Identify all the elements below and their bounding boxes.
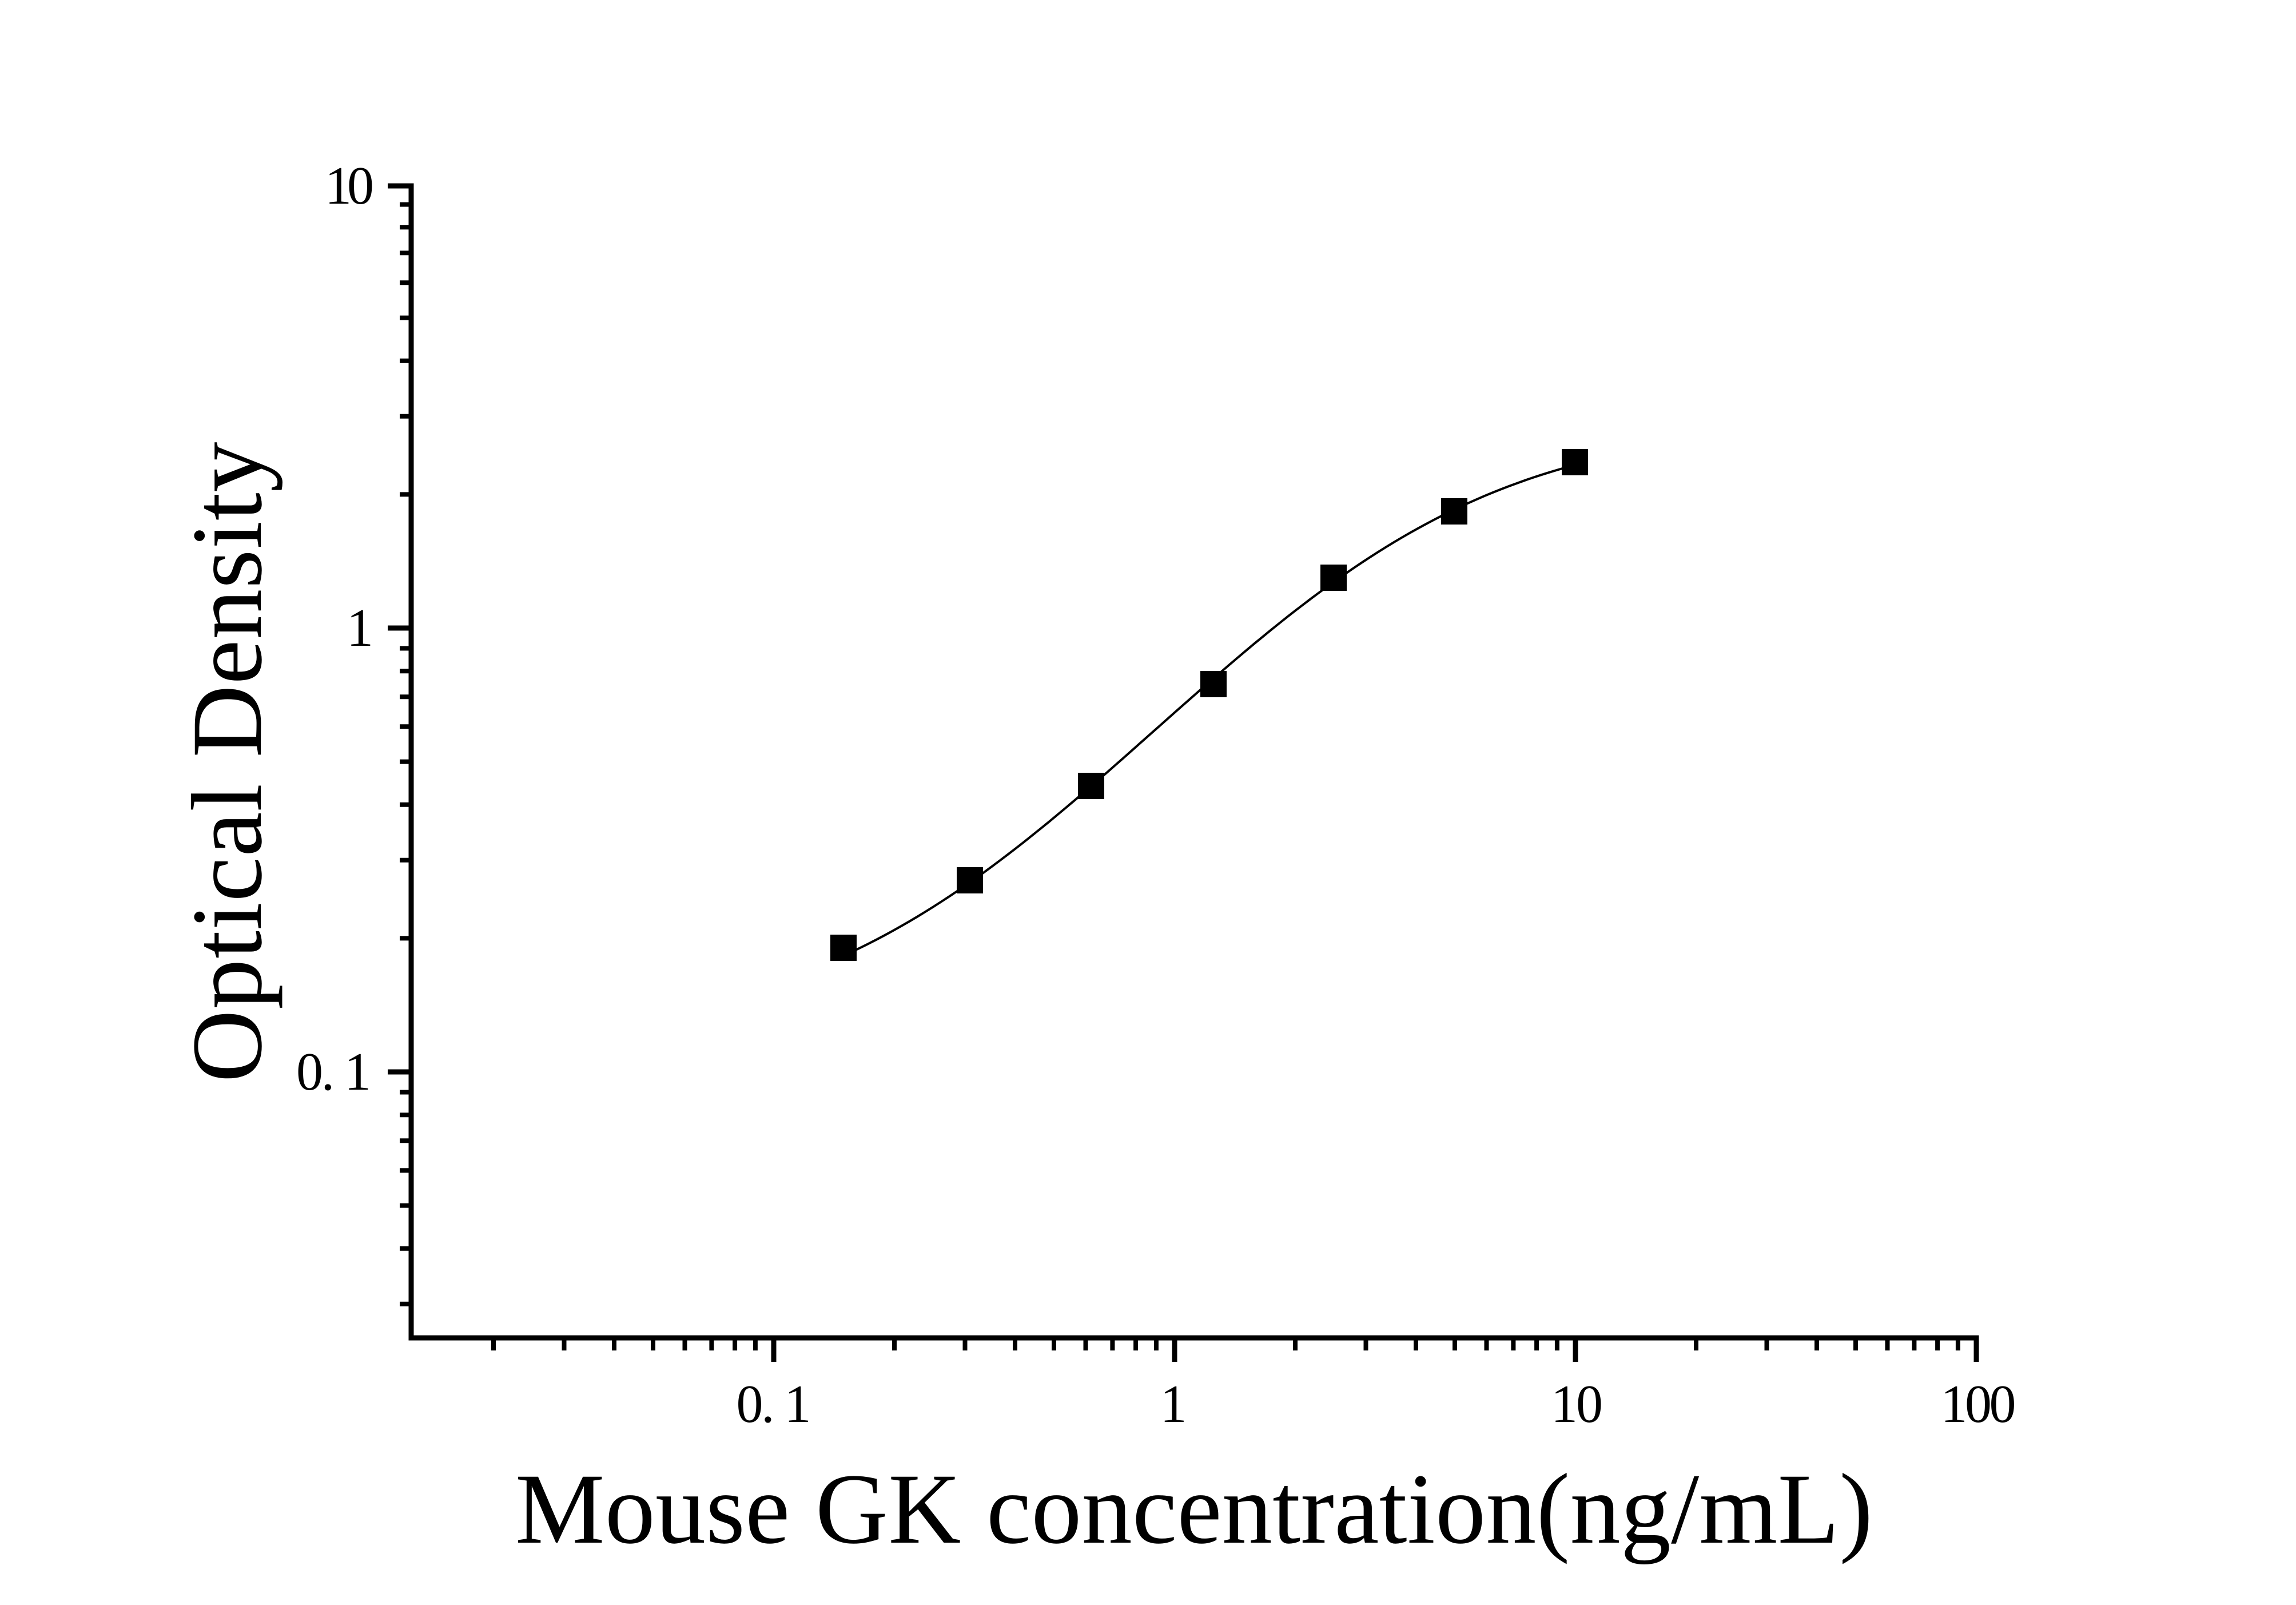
svg-text:10: 10	[325, 156, 374, 216]
svg-text:100: 100	[1941, 1374, 2016, 1434]
svg-text:0. 1: 0. 1	[737, 1374, 811, 1434]
svg-text:10: 10	[1551, 1374, 1603, 1434]
svg-text:Optical Density: Optical Density	[172, 442, 283, 1083]
svg-text:1: 1	[347, 598, 373, 658]
svg-text:1: 1	[1160, 1374, 1187, 1434]
svg-text:Mouse GK concentration(ng/mL): Mouse GK concentration(ng/mL)	[515, 1453, 1873, 1565]
svg-text:0. 1: 0. 1	[296, 1042, 371, 1102]
